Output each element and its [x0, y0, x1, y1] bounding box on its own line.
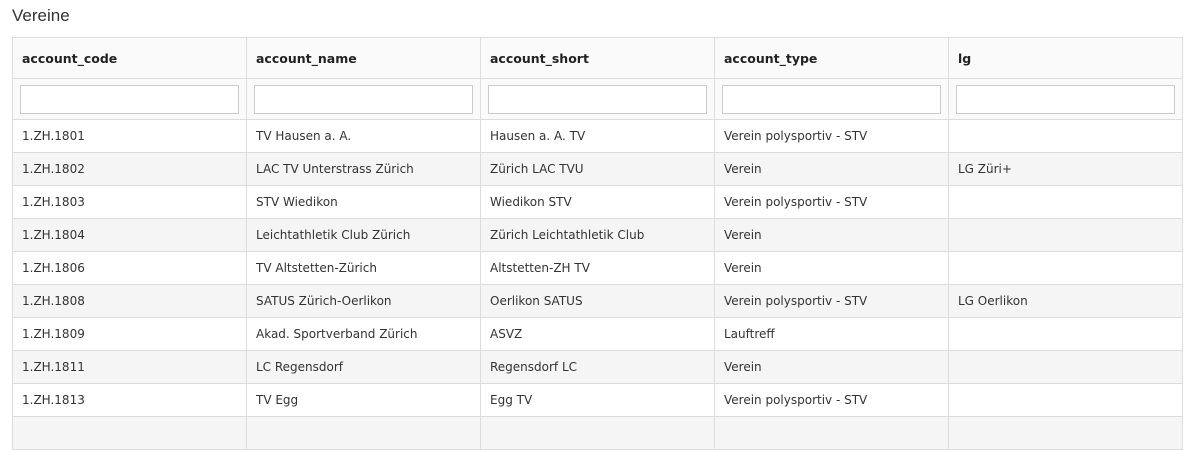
cell-account-name [246, 416, 481, 450]
cell-account-type: Verein [714, 350, 949, 384]
cell-account-code: 1.ZH.1809 [12, 317, 247, 351]
filter-cell [246, 78, 481, 120]
cell-account-short: Wiedikon STV [480, 185, 715, 219]
page-title: Vereine [12, 6, 70, 25]
cell-account-type: Lauftreff [714, 317, 949, 351]
cell-account-type: Verein polysportiv - STV [714, 284, 949, 318]
cell-lg [948, 251, 1183, 285]
filter-input-account-name[interactable] [254, 84, 473, 114]
cell-account-type: Verein [714, 218, 949, 252]
cell-lg: LG Züri+ [948, 152, 1183, 186]
table-row[interactable] [12, 416, 1183, 450]
column-header-lg[interactable]: lg [948, 37, 1183, 79]
cell-account-code: 1.ZH.1806 [12, 251, 247, 285]
table-row[interactable]: 1.ZH.1808 SATUS Zürich-Oerlikon Oerlikon S… [12, 284, 1183, 318]
filter-row [12, 78, 1183, 120]
table-row[interactable]: 1.ZH.1803 STV Wiedikon Wiedikon STV Verein … [12, 185, 1183, 219]
table-row[interactable]: 1.ZH.1811 LC Regensdorf Regensdorf LC Verei… [12, 350, 1183, 384]
cell-account-code: 1.ZH.1804 [12, 218, 247, 252]
cell-lg [948, 416, 1183, 450]
cell-lg: LG Oerlikon [948, 284, 1183, 318]
filter-input-account-code[interactable] [20, 84, 239, 114]
cell-account-code: 1.ZH.1813 [12, 383, 247, 417]
cell-account-name: STV Wiedikon [246, 185, 481, 219]
cell-account-name: SATUS Zürich-Oerlikon [246, 284, 481, 318]
cell-account-type: Verein polysportiv - STV [714, 185, 949, 219]
cell-account-code: 1.ZH.1801 [12, 119, 247, 153]
cell-account-code: 1.ZH.1802 [12, 152, 247, 186]
cell-account-type: Verein polysportiv - STV [714, 383, 949, 417]
table-row[interactable]: 1.ZH.1806 TV Altstetten-Zürich Altstetten-… [12, 251, 1183, 285]
cell-account-short: Egg TV [480, 383, 715, 417]
filter-input-lg[interactable] [956, 84, 1175, 114]
table-row[interactable]: 1.ZH.1813 TV Egg Egg TV Verein polysportiv … [12, 383, 1183, 417]
table-row[interactable]: 1.ZH.1804 Leichtathletik Club Zürich Züric… [12, 218, 1183, 252]
cell-lg [948, 119, 1183, 153]
cell-account-code: 1.ZH.1808 [12, 284, 247, 318]
cell-account-short: Regensdorf LC [480, 350, 715, 384]
cell-account-name: TV Hausen a. A. [246, 119, 481, 153]
cell-account-type: Verein polysportiv - STV [714, 119, 949, 153]
cell-account-short: ASVZ [480, 317, 715, 351]
cell-account-short: Oerlikon SATUS [480, 284, 715, 318]
cell-account-short [480, 416, 715, 450]
vereine-table: account_code account_name account_short acc… [12, 37, 1183, 450]
cell-account-short: Altstetten-ZH TV [480, 251, 715, 285]
cell-lg [948, 218, 1183, 252]
cell-account-name: TV Altstetten-Zürich [246, 251, 481, 285]
table-row[interactable]: 1.ZH.1809 Akad. Sportverband Zürich ASVZ La… [12, 317, 1183, 351]
table-row[interactable]: 1.ZH.1802 LAC TV Unterstrass Zürich Zürich… [12, 152, 1183, 186]
cell-account-short: Hausen a. A. TV [480, 119, 715, 153]
cell-account-name: Leichtathletik Club Zürich [246, 218, 481, 252]
column-header-account-short[interactable]: account_short [480, 37, 715, 79]
cell-account-type: Verein [714, 152, 949, 186]
cell-lg [948, 350, 1183, 384]
cell-account-type: Verein [714, 251, 949, 285]
filter-cell [714, 78, 949, 120]
cell-account-type [714, 416, 949, 450]
cell-lg [948, 317, 1183, 351]
cell-account-short: Zürich Leichtathletik Club [480, 218, 715, 252]
cell-account-code [12, 416, 247, 450]
filter-input-account-type[interactable] [722, 84, 941, 114]
cell-account-code: 1.ZH.1811 [12, 350, 247, 384]
filter-input-account-short[interactable] [488, 84, 707, 114]
column-header-account-type[interactable]: account_type [714, 37, 949, 79]
header-row: account_code account_name account_short acc… [12, 37, 1183, 79]
cell-account-short: Zürich LAC TVU [480, 152, 715, 186]
filter-cell [12, 78, 247, 120]
filter-cell [948, 78, 1183, 120]
cell-account-name: LAC TV Unterstrass Zürich [246, 152, 481, 186]
cell-account-name: TV Egg [246, 383, 481, 417]
cell-account-name: Akad. Sportverband Zürich [246, 317, 481, 351]
column-header-account-name[interactable]: account_name [246, 37, 481, 79]
cell-account-code: 1.ZH.1803 [12, 185, 247, 219]
column-header-account-code[interactable]: account_code [12, 37, 247, 79]
cell-account-name: LC Regensdorf [246, 350, 481, 384]
cell-lg [948, 185, 1183, 219]
cell-lg [948, 383, 1183, 417]
table-row[interactable]: 1.ZH.1801 TV Hausen a. A. Hausen a. A. TV V… [12, 119, 1183, 153]
filter-cell [480, 78, 715, 120]
